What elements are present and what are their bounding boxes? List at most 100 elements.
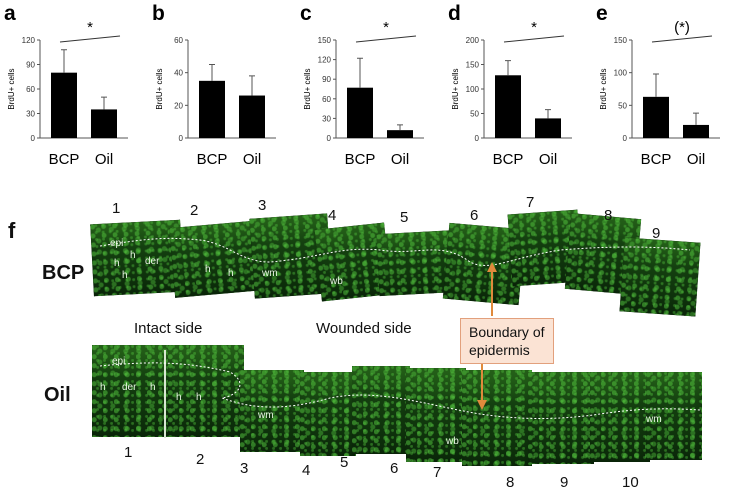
chart-panel-d: d BrdU+ cells 0 50 100 150 200 BCP Oil * [448,2,572,168]
y-axis-label: BrdU+ cells [155,68,164,109]
bcp-tile-number: 2 [190,202,199,219]
significance-marker: * [87,19,93,36]
y-tick-label: 150 [318,36,332,45]
oil-label-h-4: h [196,392,202,403]
y-tick-label: 50 [470,110,479,119]
chart-panel-a: a BrdU+ cells 0 30 60 90 120 BCP Oil * [4,2,128,168]
oil-tile-2 [168,345,244,437]
oil-tile-seam [164,350,166,438]
bcp-tile-number: 6 [470,207,479,224]
y-tick-label: 0 [327,134,332,143]
significance-line [503,35,565,43]
category-label: BCP [197,151,228,168]
bcp-label-epi: epi [110,238,124,249]
y-tick-label: 200 [466,36,480,45]
panel-letter-e: e [596,2,608,25]
oil-tile-10 [646,372,702,460]
y-tick-label: 20 [174,101,183,110]
category-label: BCP [345,151,376,168]
bcp-tile-number: 9 [652,225,661,242]
oil-label-wb: wb [446,436,459,447]
oil-tile-3 [240,370,304,452]
y-axis-label: BrdU+ cells [7,68,16,109]
significance-line [355,35,417,43]
oil-tile-number: 10 [622,474,639,491]
oil-tile-number: 2 [196,451,205,468]
y-tick-label: 0 [31,134,36,143]
bcp-label-der: der [145,256,160,267]
y-tick-label: 40 [174,69,183,78]
category-label: Oil [391,151,409,168]
chart-panel-c: c BrdU+ cells 0 30 60 90 120 150 BCP Oil * [300,2,424,168]
bar-oil [387,130,413,138]
y-tick-label: 60 [322,95,331,104]
significance-marker: * [531,19,537,36]
error-bar [505,60,511,76]
intact-side-label: Intact side [134,320,203,337]
bcp-tile-number: 5 [400,209,409,226]
oil-tile-number: 1 [124,444,133,461]
y-axis-label: BrdU+ cells [451,68,460,109]
bcp-row-label: BCP [42,262,85,284]
significance-marker: * [383,19,389,36]
y-tick-label: 30 [322,114,331,123]
error-bar [357,57,363,88]
oil-tile-number: 9 [560,474,569,491]
y-tick-label: 30 [26,110,35,119]
error-bar [545,109,551,119]
bcp-tile-number: 3 [258,197,267,214]
y-tick-label: 120 [318,56,332,65]
error-bar [397,124,403,131]
category-label: Oil [687,151,705,168]
y-tick-label: 90 [322,75,331,84]
chart-panel-e: e BrdU+ cells 0 50 100 150 BCP Oil (*) [596,2,720,168]
y-tick-label: 100 [466,85,480,94]
oil-label-epi: epi [112,356,126,367]
oil-row-label: Oil [44,384,71,406]
bcp-tile-number: 8 [604,207,613,224]
arrow-down-head [477,400,487,410]
bcp-label-h-5: h [228,268,234,279]
error-bar [653,73,659,97]
panel-letter-f: f [8,218,16,243]
boundary-callout: Boundary of epidermis [460,318,554,364]
oil-tile-number: 8 [506,474,515,491]
y-tick-label: 0 [179,134,184,143]
bcp-label-h-4: h [205,264,211,275]
category-label: BCP [49,151,80,168]
error-bar [209,64,215,81]
oil-label-der: der [122,382,137,393]
y-tick-label: 150 [614,36,628,45]
oil-tile-1 [92,345,170,437]
bcp-label-h-2: h [130,250,136,261]
bcp-label-wb: wb [330,276,343,287]
category-label: Oil [539,151,557,168]
y-tick-label: 150 [466,61,480,70]
y-tick-label: 60 [174,36,183,45]
y-tick-label: 90 [26,61,35,70]
oil-tile-9 [590,372,650,462]
oil-tile-number: 7 [433,464,442,481]
callout-line-2: epidermis [469,342,530,358]
error-bar [249,75,255,96]
y-tick-label: 60 [26,85,35,94]
oil-tile-number: 3 [240,460,249,477]
oil-tile-number: 5 [340,454,349,471]
bar-oil [91,109,117,138]
panel-letter-c: c [300,2,312,25]
y-tick-label: 100 [614,69,628,78]
category-label: BCP [493,151,524,168]
panel-letter-a: a [4,2,16,25]
y-tick-label: 0 [475,134,480,143]
bar-bcp [51,72,77,138]
bar-oil [683,124,709,138]
bar-bcp [643,96,669,138]
oil-label-wm-2: wm [646,414,662,425]
y-axis-label: BrdU+ cells [303,68,312,109]
bcp-label-h: h [114,258,120,269]
error-bar [693,112,699,125]
bcp-tile-number: 7 [526,194,535,211]
panel-letter-d: d [448,2,461,25]
bcp-tile-number: 1 [112,200,121,217]
